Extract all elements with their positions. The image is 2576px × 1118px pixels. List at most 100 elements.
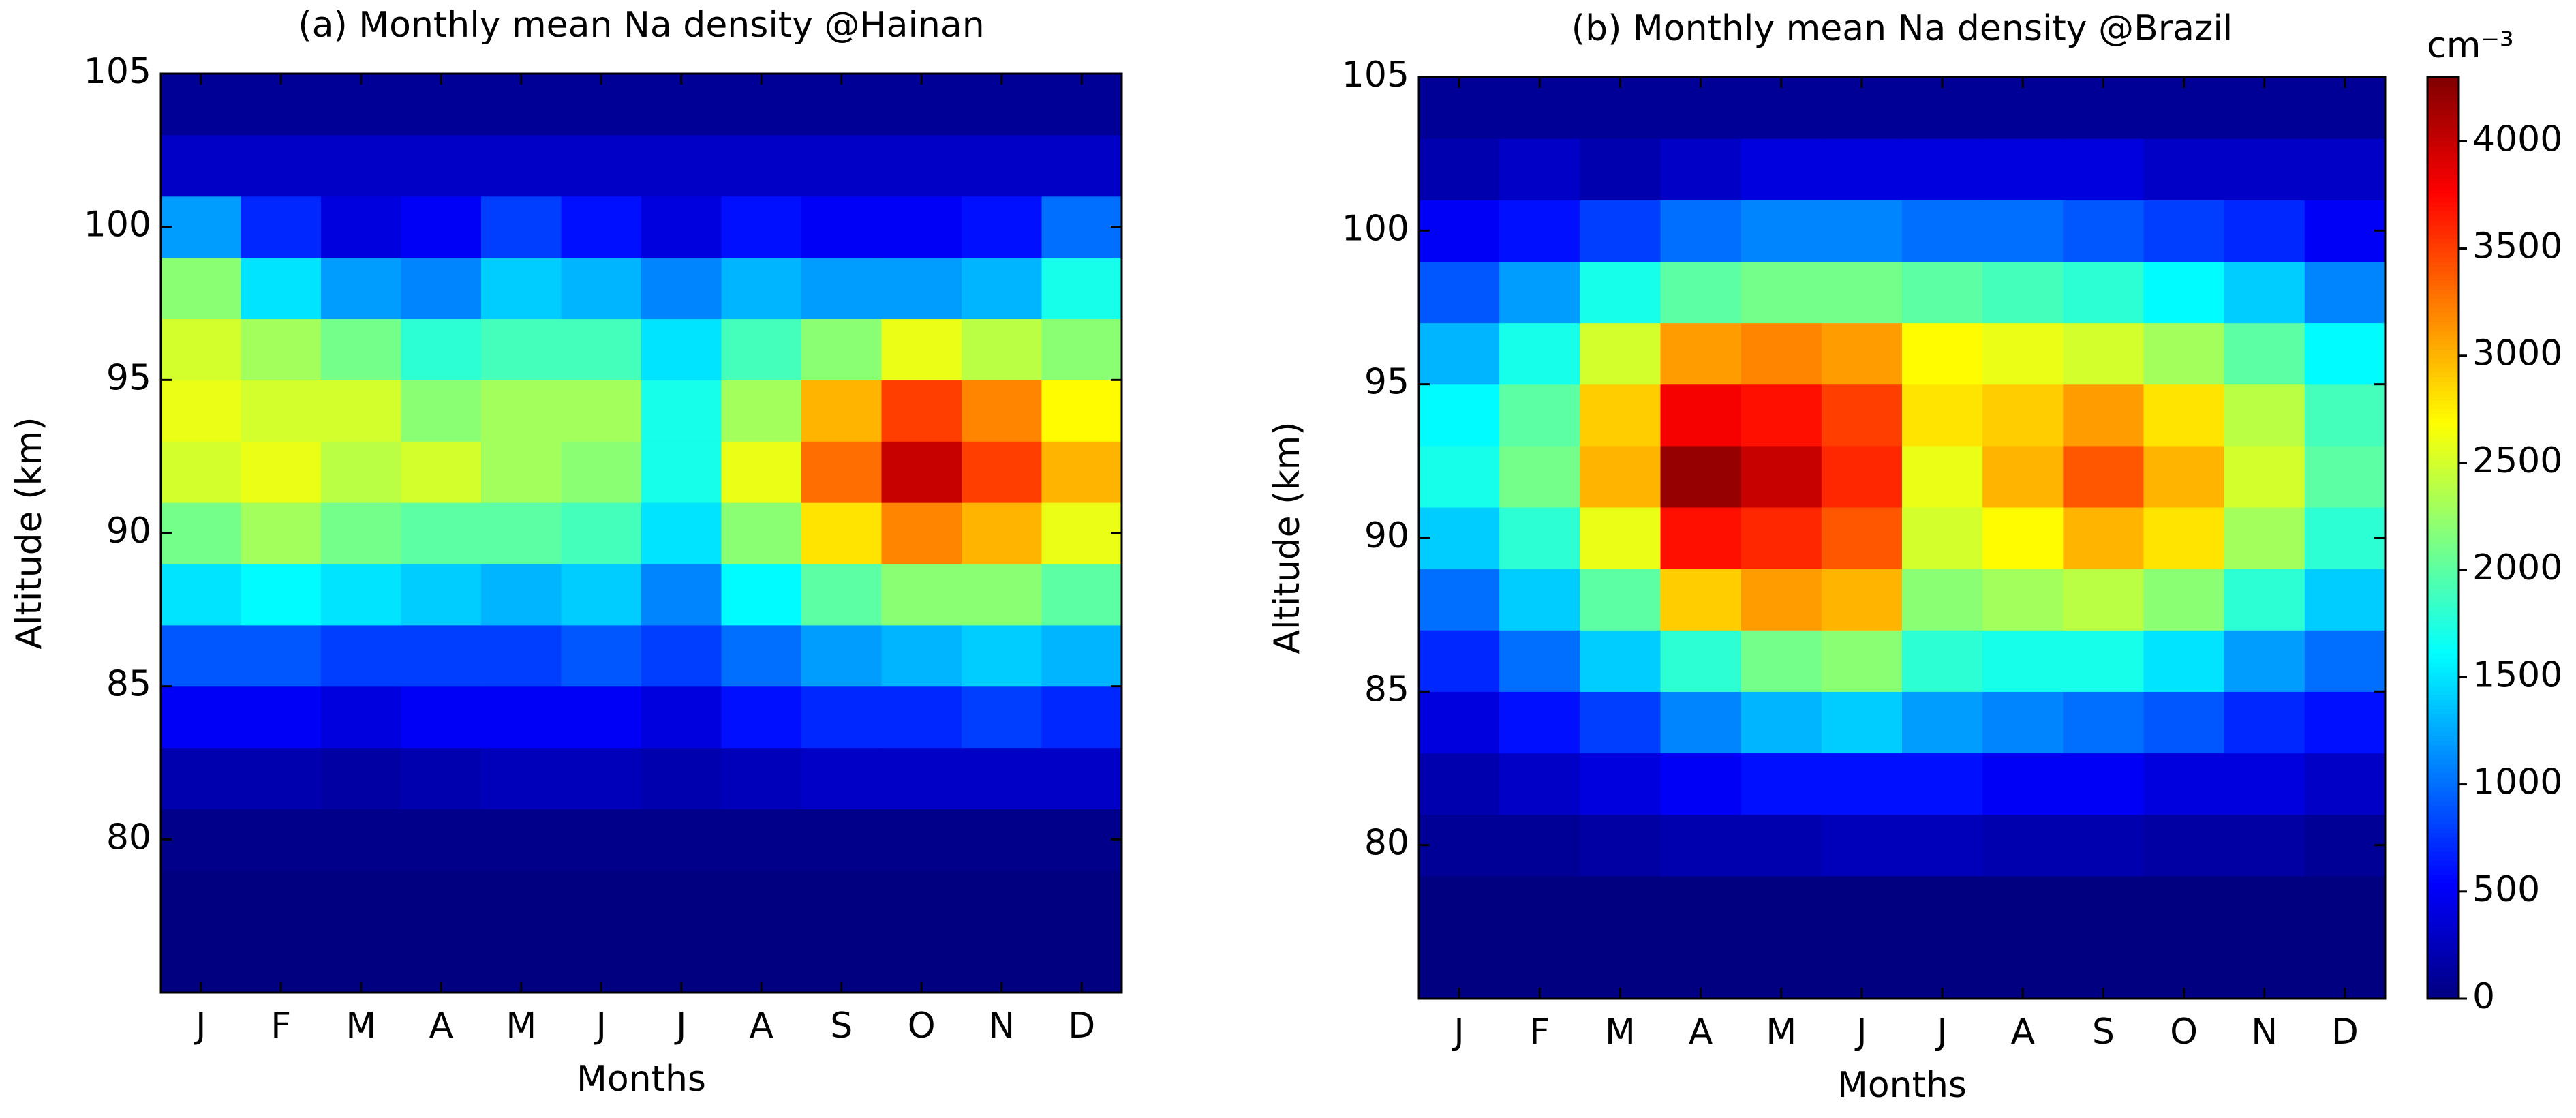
density-cell [962, 441, 1043, 503]
colorbar-swatch [2427, 321, 2459, 327]
density-cell [481, 624, 562, 687]
density-cell [881, 257, 962, 320]
colorbar-swatch [2427, 528, 2459, 534]
y-tick-label: 85 [1364, 669, 1409, 710]
colorbar-swatch [2427, 482, 2459, 488]
colorbar-swatch [2427, 524, 2459, 530]
colorbar-swatch [2427, 597, 2459, 603]
density-cell [1821, 814, 1903, 877]
density-cell [561, 196, 642, 258]
density-cell [1580, 753, 1661, 815]
density-cell [2304, 875, 2386, 938]
density-cell [2063, 200, 2145, 262]
density-cell [1660, 507, 1742, 569]
colorbar-swatch [2427, 468, 2459, 474]
colorbar-swatch [2427, 888, 2459, 894]
colorbar-swatch [2427, 151, 2459, 156]
colorbar-swatch [2427, 722, 2459, 727]
density-cell [721, 624, 802, 687]
colorbar-swatch [2427, 427, 2459, 433]
density-cell [881, 870, 962, 932]
density-cell [1419, 569, 1500, 631]
x-tick-label: J [1854, 1012, 1867, 1053]
x-tick-label: D [1068, 1006, 1095, 1046]
density-cell [801, 502, 883, 564]
density-cell [962, 809, 1043, 871]
density-cell [1499, 384, 1580, 447]
colorbar-swatch [2427, 538, 2459, 543]
density-cell [481, 134, 562, 197]
density-cell [2143, 322, 2225, 385]
density-cell [1419, 384, 1500, 447]
density-cell [962, 134, 1043, 197]
density-cell [801, 196, 883, 258]
colorbar-swatch [2427, 478, 2459, 483]
density-cell [1741, 261, 1822, 324]
density-cell [481, 502, 562, 564]
density-cell [1580, 569, 1661, 631]
colorbar-swatch [2427, 685, 2459, 691]
density-cell [2063, 691, 2145, 754]
colorbar-swatch [2427, 183, 2459, 189]
colorbar-swatch [2427, 989, 2459, 995]
colorbar-swatch [2427, 957, 2459, 963]
density-cell [1419, 814, 1500, 877]
colorbar-swatch [2427, 284, 2459, 290]
colorbar-swatch [2427, 381, 2459, 387]
density-cell [1499, 138, 1580, 200]
colorbar-swatch [2427, 883, 2459, 889]
y-tick-label: 95 [1364, 362, 1409, 403]
colorbar-swatch [2427, 432, 2459, 438]
colorbar-swatch [2427, 819, 2459, 824]
density-cell [1499, 507, 1580, 569]
density-cell [1041, 747, 1122, 809]
density-cell [721, 809, 802, 871]
x-axis-label: Months [577, 1059, 706, 1100]
density-cell [1821, 322, 1903, 385]
density-cell [481, 870, 562, 932]
colorbar-swatch [2427, 984, 2459, 991]
colorbar-swatch [2427, 754, 2459, 760]
colorbar-tick-label: 1000 [2472, 762, 2562, 803]
colorbar-swatch [2427, 505, 2459, 511]
x-axis-label: Months [1837, 1065, 1967, 1106]
density-cell [1419, 322, 1500, 385]
density-cell [401, 870, 482, 932]
density-cell [401, 318, 482, 380]
density-cell [881, 441, 962, 503]
density-cell [561, 686, 642, 749]
density-cell [2304, 691, 2386, 754]
colorbar-tick-label: 4000 [2472, 119, 2562, 160]
density-cell [1580, 630, 1661, 692]
y-tick-label: 90 [106, 511, 151, 552]
density-cell [241, 318, 322, 380]
x-tick-label: O [908, 1006, 936, 1046]
colorbar-swatch [2427, 123, 2459, 129]
density-cell [1902, 753, 1983, 815]
density-cell [1499, 200, 1580, 262]
density-cell [401, 134, 482, 197]
colorbar-swatch [2427, 307, 2459, 313]
colorbar-swatch [2427, 708, 2459, 714]
colorbar-swatch [2427, 740, 2459, 746]
density-cell [2224, 630, 2305, 692]
density-cell [2143, 630, 2225, 692]
density-cell [801, 257, 883, 320]
density-cell [1982, 261, 2064, 324]
colorbar-swatch [2427, 680, 2459, 686]
density-cell [321, 502, 402, 564]
density-cell [1041, 624, 1122, 687]
colorbar-swatch [2427, 196, 2459, 202]
density-cell [962, 747, 1043, 809]
density-cell [401, 502, 482, 564]
colorbar-swatch [2427, 588, 2459, 594]
colorbar-swatch [2427, 796, 2459, 802]
colorbar-swatch [2427, 570, 2459, 575]
colorbar-swatch [2427, 132, 2459, 138]
density-cell [1660, 875, 1742, 938]
density-cell [1821, 261, 1903, 324]
density-cell [2143, 384, 2225, 447]
colorbar-swatch [2427, 211, 2459, 216]
density-cell [1499, 630, 1580, 692]
density-cell [241, 563, 322, 626]
